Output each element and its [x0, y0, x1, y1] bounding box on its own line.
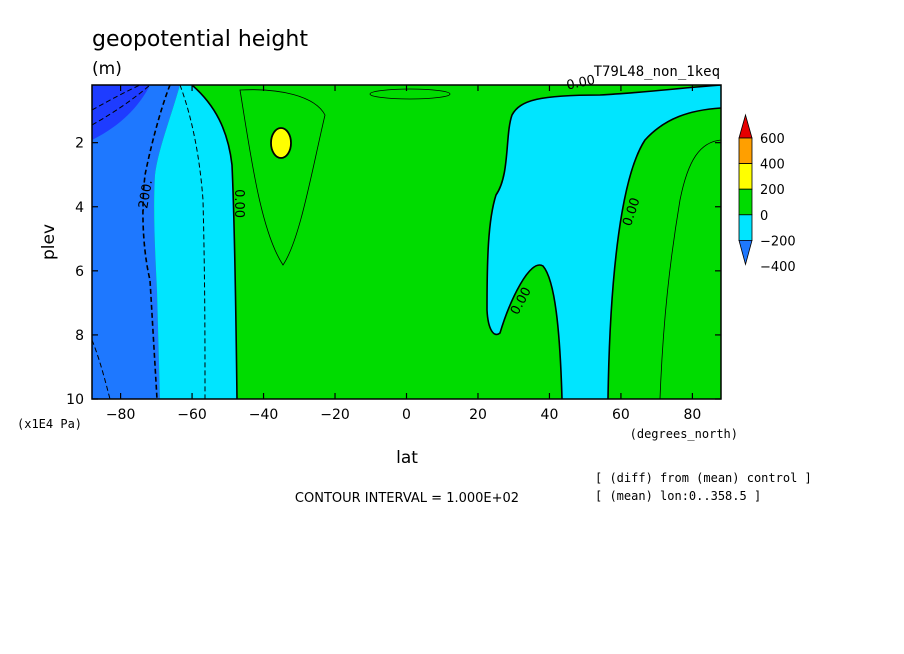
field-yellow [270, 127, 292, 159]
colorbar-label: −400 [760, 260, 796, 275]
colorbar-label: 200 [760, 183, 785, 198]
field-deepblue [92, 85, 150, 140]
colorbar-label: −200 [760, 234, 796, 249]
x-tick-label: 60 [612, 407, 630, 423]
contour-labels: 0.00-200. 0.000.000.00 [135, 73, 643, 318]
contour-field [92, 85, 721, 399]
colorbar-label: 600 [760, 132, 785, 147]
contour-label: -200. [135, 179, 156, 215]
field-cyan-north [487, 85, 721, 399]
contour-label: 0.00 [565, 73, 596, 94]
chart-units: (m) [92, 59, 122, 79]
colorbar-box [738, 163, 753, 190]
colorbar-top-arrow [738, 113, 753, 139]
y-tick-labels: 2 4 6 8 10 [66, 136, 84, 408]
note-mean: [ (mean) lon:0..358.5 ] [595, 489, 761, 503]
x-tick-label: 20 [469, 407, 487, 423]
thin-contours [239, 88, 721, 399]
x-tick-label: 40 [541, 407, 559, 423]
experiment-label: T79L48_non_1keq [594, 64, 720, 80]
y-tick-label: 4 [75, 200, 84, 216]
x-tick-label: 80 [683, 407, 701, 423]
field-cyan-south [154, 85, 237, 399]
y-tick-label: 6 [75, 264, 84, 280]
x-tick-label: −40 [249, 407, 279, 423]
chart-title: geopotential height [92, 27, 308, 52]
contour-label: 0.00 [231, 189, 246, 218]
field-blue-south [92, 85, 180, 399]
colorbar-box [738, 137, 753, 165]
x-axis-label: lat [396, 448, 418, 468]
x-tick-label: −60 [177, 407, 207, 423]
x-tick-label: −20 [320, 407, 350, 423]
colorbar-label: 400 [760, 158, 785, 173]
y-tick-label: 10 [66, 392, 84, 408]
colorbar-bottom-arrow [738, 240, 753, 266]
x-tick-label: 0 [402, 407, 411, 423]
x-axis-units: (degrees_north) [630, 427, 738, 441]
y-axis-label: plev [39, 224, 59, 260]
dashed-contours [92, 85, 206, 399]
y-tick-label: 2 [75, 136, 84, 152]
colorbar: 600 400 200 0 −200 −400 [738, 113, 796, 275]
note-diff: [ (diff) from (mean) control ] [595, 471, 812, 485]
axis-ticks [92, 85, 721, 400]
y-tick-label: 8 [75, 328, 84, 344]
x-tick-label: −80 [106, 407, 136, 423]
colorbar-box [738, 188, 753, 216]
x-tick-labels: −80 −60 −40 −20 0 20 40 60 80 [106, 407, 702, 423]
contour-interval: CONTOUR INTERVAL = 1.000E+02 [295, 491, 519, 506]
colorbar-box [738, 214, 753, 241]
y-axis-units: (x1E4 Pa) [17, 417, 82, 431]
zero-contours [191, 85, 721, 399]
colorbar-label: 0 [760, 209, 768, 224]
